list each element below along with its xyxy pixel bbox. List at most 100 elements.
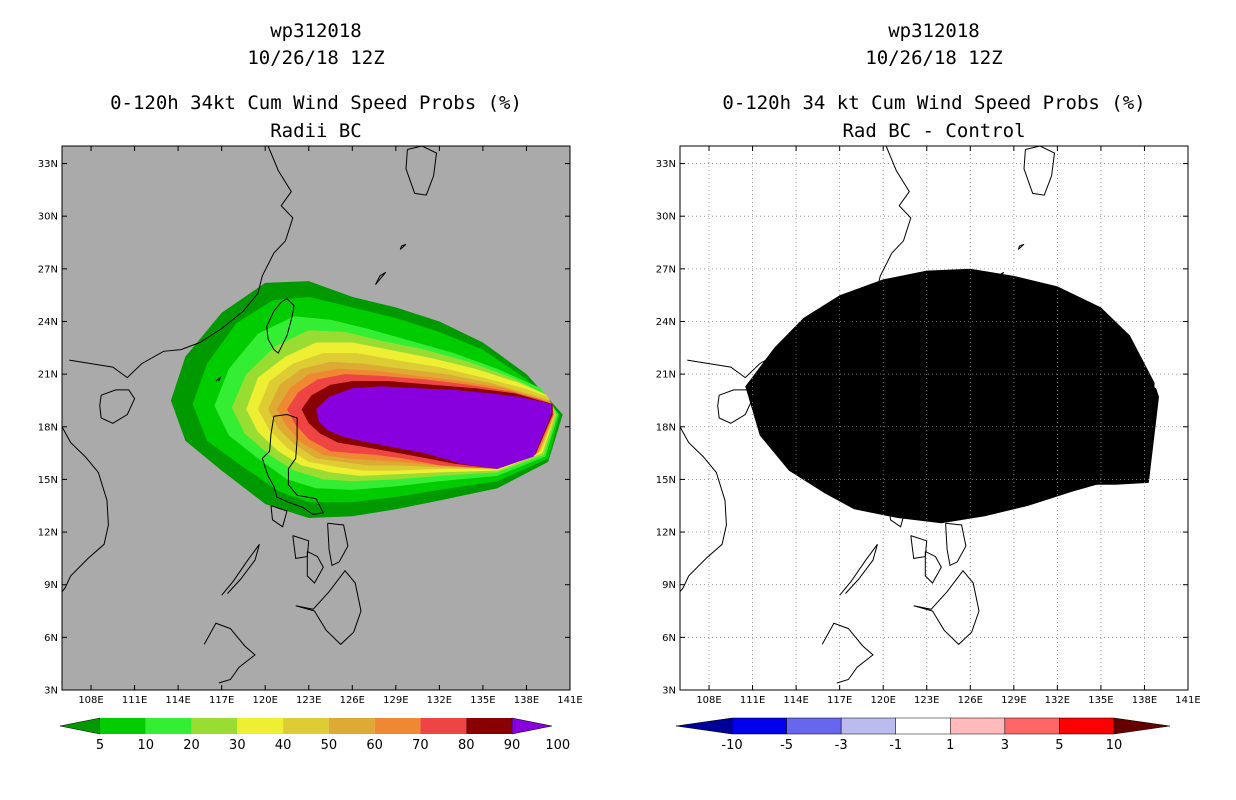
legend-label: 20 — [183, 738, 200, 753]
legend-label: 10 — [1106, 738, 1123, 753]
legend-label: 5 — [1055, 738, 1063, 753]
x-tick-label: 129E — [1001, 695, 1026, 706]
x-tick-label: 141E — [1175, 695, 1200, 706]
coast-amami — [1017, 243, 1025, 250]
legend-swatch — [100, 718, 146, 734]
x-tick-label: 132E — [427, 695, 452, 706]
right-title-2: 10/26/18 12Z — [865, 47, 1003, 69]
legend-swatch — [283, 718, 329, 734]
right-difference-map: 108E 111E 114E 117E 120E 123E 126E 129E 132E 135E… — [656, 145, 1201, 753]
x-tick-label: 108E — [696, 695, 721, 706]
left-title-2: 10/26/18 12Z — [247, 47, 385, 69]
coast-negros-cebu — [924, 550, 942, 584]
coast-palawan — [221, 544, 260, 596]
legend-swatch — [895, 717, 951, 735]
coast-mindoro — [888, 505, 906, 528]
coast-okinawa — [993, 271, 1005, 285]
legend-swatch-under — [59, 717, 101, 735]
legend-swatch — [374, 718, 421, 734]
x-tick-label: 135E — [1088, 695, 1113, 706]
legend-label: 30 — [229, 738, 246, 753]
legend-label: 60 — [366, 738, 383, 753]
legend-label: 3 — [1001, 738, 1009, 753]
left-probability-map: 108E 111E 114E 117E 120E 123E 126E 129E 132E 135E… — [38, 145, 583, 753]
coast-negros-cebu — [306, 550, 324, 584]
coast-taiwan — [266, 298, 295, 354]
y-tick-label: 12N — [38, 528, 58, 539]
x-tick-label: 138E — [514, 695, 539, 706]
x-tick-label: 117E — [827, 695, 852, 706]
right-title-3: 0-120h 34 kt Cum Wind Speed Probs (%) — [722, 92, 1146, 114]
y-tick-label: 18N — [656, 422, 676, 433]
coast-borneo — [203, 622, 256, 684]
coast-borneo — [821, 622, 874, 684]
y-tick-label: 6N — [662, 633, 676, 644]
coast-luzon — [879, 413, 943, 516]
legend-label: 100 — [545, 738, 570, 753]
left-title-1: wp312018 — [270, 20, 362, 42]
y-tick-label: 12N — [656, 528, 676, 539]
coast-okinawa — [375, 271, 387, 285]
legend-swatch — [328, 718, 375, 734]
y-tick-label: 6N — [44, 633, 58, 644]
y-tick-label: 15N — [38, 475, 58, 486]
x-tick-label: 108E — [78, 695, 103, 706]
x-tick-label: 120E — [870, 695, 895, 706]
y-tick-label: 27N — [656, 264, 676, 275]
x-tick-label: 132E — [1045, 695, 1070, 706]
x-tick-label: 114E — [783, 695, 808, 706]
y-tick-label: 33N — [656, 159, 676, 170]
legend-label: -3 — [835, 738, 848, 753]
coast-mindanao — [913, 569, 980, 646]
legend-label: 10 — [138, 738, 155, 753]
contour-band-100 — [316, 386, 552, 469]
legend-swatch — [1004, 717, 1060, 735]
legend-label: 90 — [504, 738, 521, 753]
x-tick-label: 129E — [383, 695, 408, 706]
coast-pratas — [833, 375, 840, 382]
legend-label: -10 — [721, 738, 742, 753]
x-tick-label: 126E — [340, 695, 365, 706]
coast-vietnam — [680, 426, 727, 593]
legend-swatch — [786, 717, 842, 735]
left-title-3: 0-120h 34kt Cum Wind Speed Probs (%) — [110, 92, 522, 114]
coast-kyushu — [1023, 146, 1056, 196]
legend-swatch — [950, 717, 1006, 735]
legend-swatch — [840, 717, 896, 735]
x-tick-label: 138E — [1132, 695, 1157, 706]
legend-label: 50 — [321, 738, 338, 753]
legend-swatch — [1059, 717, 1115, 735]
left-map-frame — [61, 145, 571, 691]
legend-swatch-under — [675, 717, 733, 735]
right-title-1: wp312018 — [888, 20, 980, 42]
x-tick-label: 120E — [252, 695, 277, 706]
legend-swatch — [191, 718, 238, 734]
y-tick-label: 9N — [44, 580, 58, 591]
y-tick-label: 30N — [656, 212, 676, 223]
coast-china — [687, 146, 912, 379]
y-tick-label: 21N — [38, 370, 58, 381]
coast-samar-leyte — [945, 522, 967, 567]
x-tick-label: 123E — [914, 695, 939, 706]
x-tick-label: 126E — [958, 695, 983, 706]
contour-band-10 — [842, 323, 1158, 476]
x-tick-label: 117E — [209, 695, 234, 706]
x-tick-label: 141E — [557, 695, 582, 706]
y-tick-label: 18N — [38, 422, 58, 433]
legend-label: 5 — [96, 738, 104, 753]
left-title-4: Radii BC — [270, 120, 362, 142]
coast-kyushu — [405, 146, 438, 196]
x-tick-label: 111E — [740, 695, 765, 706]
coast-hainan — [99, 389, 136, 424]
y-tick-label: 27N — [38, 264, 58, 275]
legend-swatch — [466, 718, 512, 734]
coast-taiwan — [884, 298, 913, 354]
x-tick-label: 123E — [296, 695, 321, 706]
right-title-4: Rad BC - Control — [842, 120, 1026, 142]
y-tick-label: 3N — [662, 686, 676, 697]
legend-label: -5 — [780, 738, 793, 753]
coast-samar-leyte — [327, 522, 349, 567]
coast-luzon — [261, 413, 325, 516]
coast-vietnam — [62, 426, 109, 593]
y-tick-label: 24N — [38, 317, 58, 328]
